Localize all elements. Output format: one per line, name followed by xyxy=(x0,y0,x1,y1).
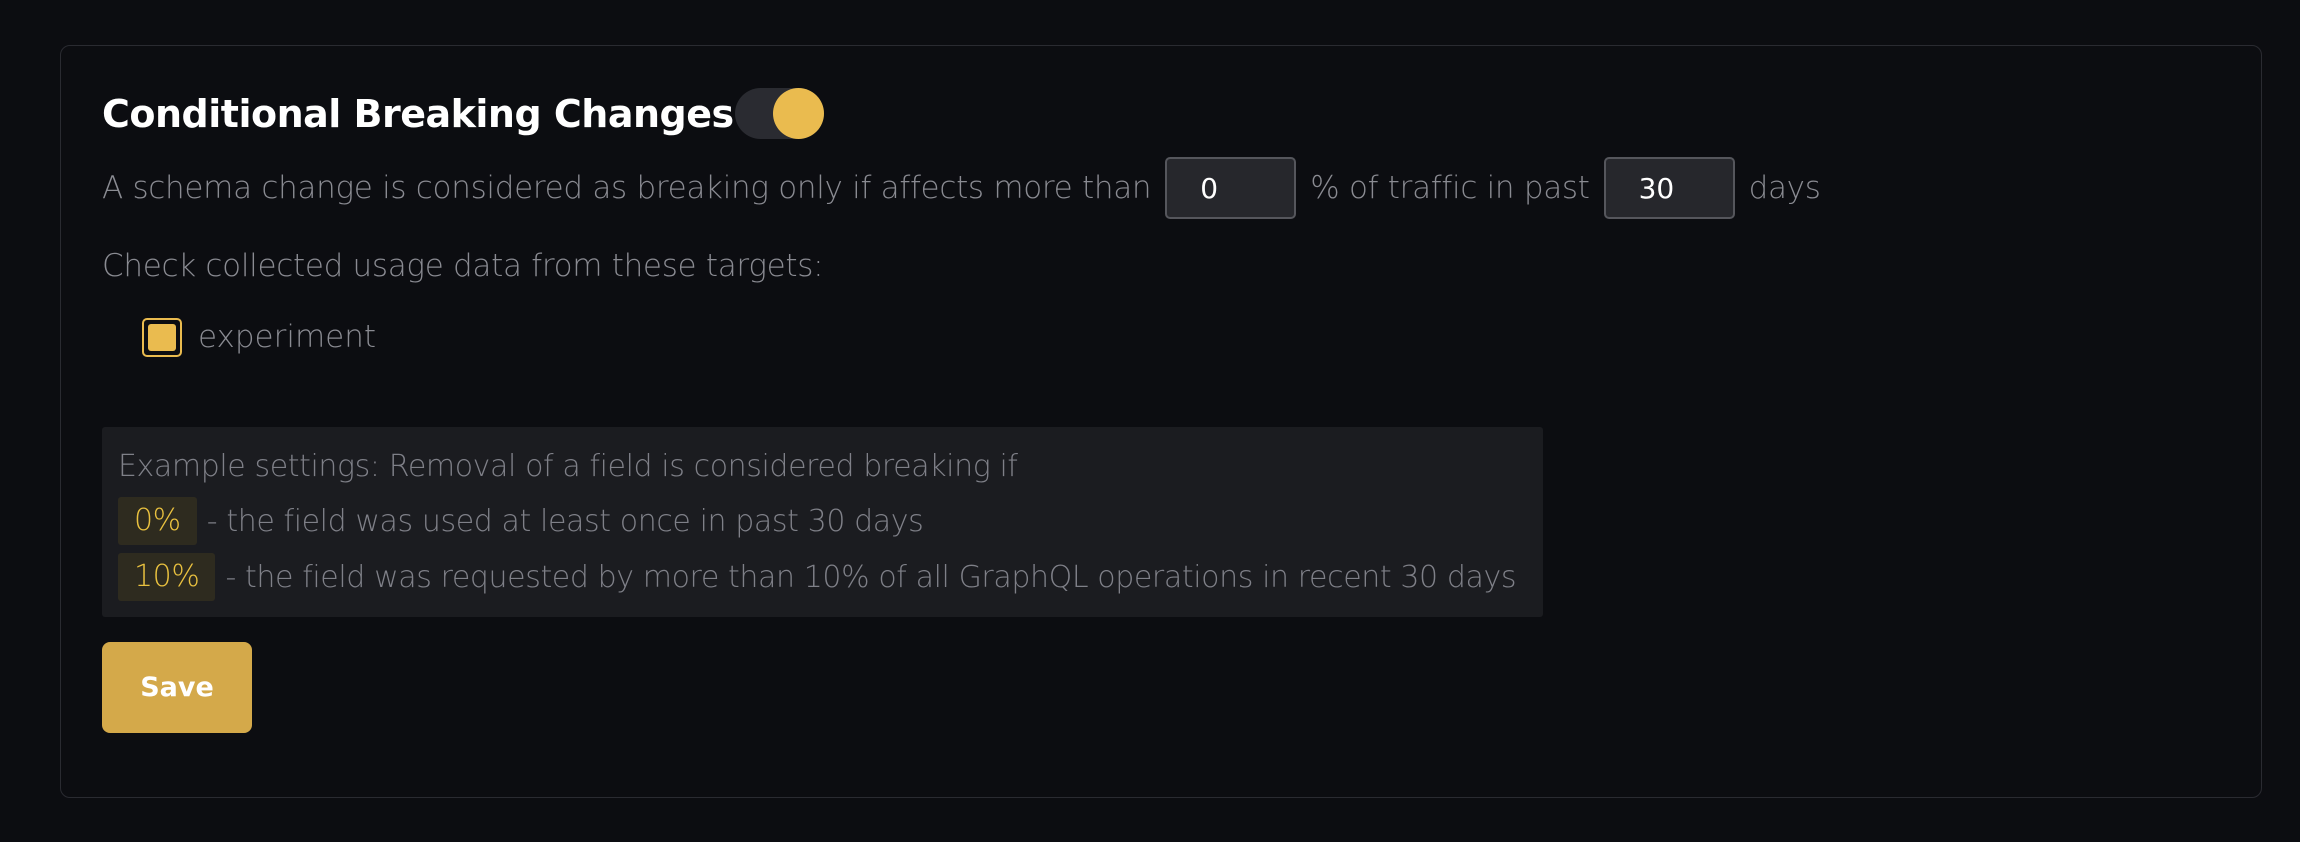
threshold-prefix: A schema change is considered as breakin… xyxy=(102,170,1152,206)
percent-input[interactable] xyxy=(1165,157,1297,219)
targets-label: Check collected usage data from these ta… xyxy=(102,248,824,284)
toggle-knob xyxy=(773,88,824,139)
threshold-suffix: days xyxy=(1748,170,1821,206)
example-heading: Example settings: Removal of a field is … xyxy=(118,448,1018,484)
section-title: Conditional Breaking Changes xyxy=(102,92,734,136)
save-button[interactable]: Save xyxy=(102,642,252,733)
checkbox-check xyxy=(148,324,176,351)
example-badge: 10% xyxy=(118,553,216,601)
example-settings-box: Example settings: Removal of a field is … xyxy=(102,427,1543,617)
target-checkbox-experiment[interactable] xyxy=(142,318,182,357)
days-input[interactable] xyxy=(1603,157,1735,219)
target-label-experiment: experiment xyxy=(198,319,377,355)
example-line: 0% - the field was used at least once in… xyxy=(118,497,924,545)
conditional-breaking-changes-card xyxy=(60,45,2262,798)
example-line: 10% - the field was requested by more th… xyxy=(118,553,1516,601)
example-text: - the field was requested by more than 1… xyxy=(225,559,1517,595)
example-badge: 0% xyxy=(118,497,197,545)
threshold-middle: % of traffic in past xyxy=(1310,170,1590,206)
example-text: - the field was used at least once in pa… xyxy=(206,503,924,539)
threshold-row: A schema change is considered as breakin… xyxy=(102,157,1821,219)
enable-toggle[interactable] xyxy=(735,88,824,139)
